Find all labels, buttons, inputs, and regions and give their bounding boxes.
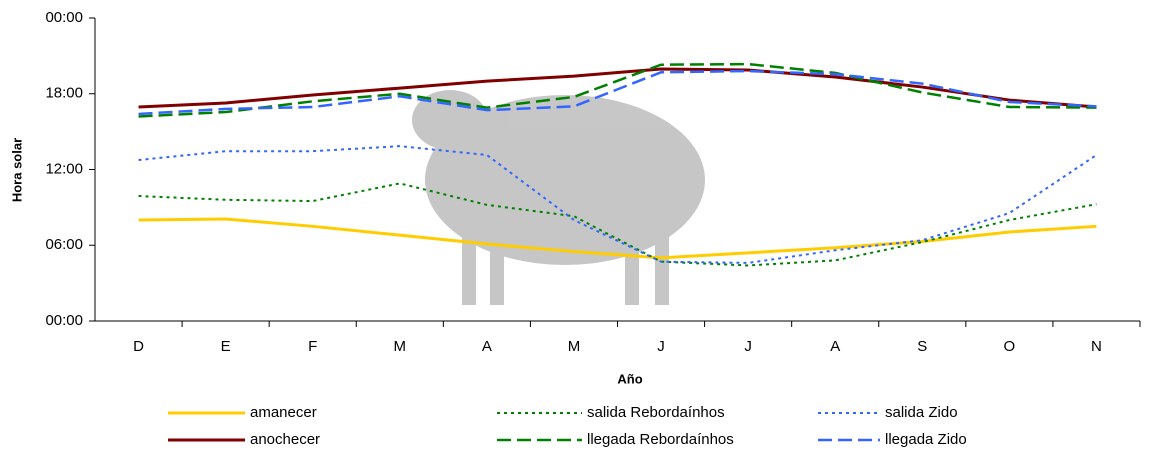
x-tick-label: S (917, 338, 927, 355)
x-tick-label: D (133, 338, 144, 355)
x-tick-label: A (482, 338, 492, 355)
x-tick-label: J (744, 338, 752, 355)
y-tick-label: 18:00 (45, 85, 83, 102)
x-tick-label: N (1091, 338, 1102, 355)
y-tick-label: 00:00 (45, 9, 83, 26)
legend-label: anochecer (250, 431, 320, 448)
x-axis-title: Año (617, 371, 642, 386)
x-tick-label: E (221, 338, 231, 355)
sheep-illustration (412, 90, 705, 305)
x-tick-label: F (308, 338, 317, 355)
legend-label: llegada Zido (885, 431, 967, 448)
x-tick-label: M (568, 338, 581, 355)
y-tick-label: 00:00 (45, 312, 83, 329)
x-tick-label: M (394, 338, 407, 355)
y-axis-title: Hora solar (9, 138, 24, 202)
legend-label: llegada Rebordaínhos (587, 431, 734, 448)
legend-label: salida Zido (885, 404, 958, 421)
y-tick-label: 12:00 (45, 160, 83, 177)
x-tick-label: J (657, 338, 665, 355)
y-tick-label: 06:00 (45, 236, 83, 253)
legend-label: amanecer (250, 404, 317, 421)
chart: Hora solar Año 00:00 06:00 12:00 18:00 00:00… (0, 0, 1152, 450)
x-tick-label: A (830, 338, 840, 355)
x-tick-label: O (1004, 338, 1016, 355)
legend-label: salida Rebordaínhos (587, 404, 725, 421)
